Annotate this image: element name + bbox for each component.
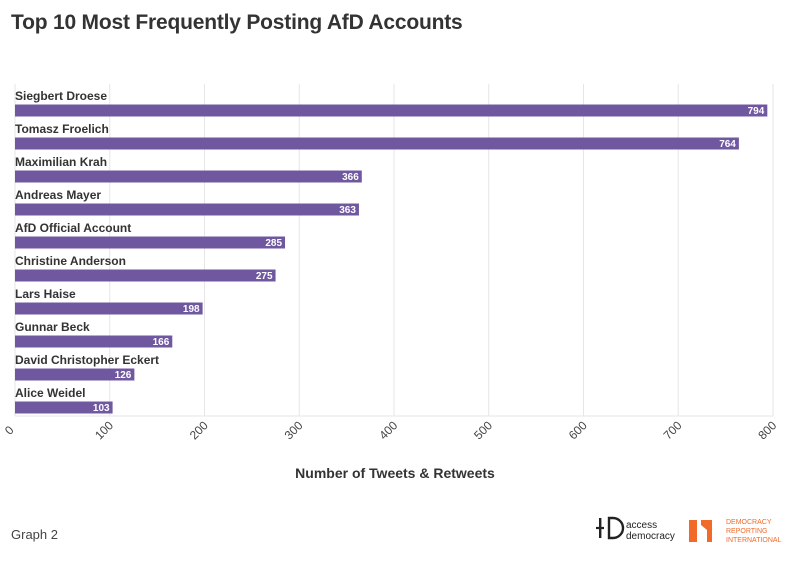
x-tick-label: 800 <box>755 418 779 442</box>
category-label: Lars Haise <box>15 287 76 301</box>
bar <box>15 170 362 183</box>
x-tick-label: 100 <box>92 418 116 442</box>
x-tick-label: 200 <box>187 418 211 442</box>
access-logo-line1: access <box>626 520 657 531</box>
access-logo-line2: democracy <box>626 531 675 542</box>
category-label: Andreas Mayer <box>15 188 101 202</box>
dri-logo-line3: INTERNATIONAL <box>726 537 782 544</box>
data-label: 275 <box>256 271 273 282</box>
data-label: 764 <box>719 139 736 150</box>
grid-lines <box>14 84 774 417</box>
category-label: Gunnar Beck <box>15 320 90 334</box>
graph-caption: Graph 2 <box>11 527 58 542</box>
access-democracy-logo-icon: access democracy <box>596 516 675 542</box>
bar <box>15 269 276 282</box>
bars: Siegbert Droese 794 Tomasz Froelich 764 Maxi… <box>15 89 768 414</box>
dri-logo-line2: REPORTING <box>726 528 768 535</box>
category-label: Tomasz Froelich <box>15 122 109 136</box>
category-label: Maximilian Krah <box>15 155 107 169</box>
x-tick-label: 300 <box>282 418 306 442</box>
dri-logo-icon: DEMOCRACY REPORTING INTERNATIONAL <box>689 519 782 544</box>
category-label: David Christopher Eckert <box>15 353 159 367</box>
bar <box>15 368 135 381</box>
category-label: AfD Official Account <box>15 221 131 235</box>
data-label: 366 <box>342 172 359 183</box>
data-label: 285 <box>265 238 282 249</box>
chart-title: Top 10 Most Frequently Posting AfD Accou… <box>11 11 463 34</box>
x-tick-label: 400 <box>376 418 400 442</box>
x-axis-label: Number of Tweets & Retweets <box>295 465 495 481</box>
x-tick-label: 600 <box>566 418 590 442</box>
bar <box>15 104 768 117</box>
bar <box>15 203 359 216</box>
data-label: 166 <box>153 337 170 348</box>
x-axis-ticks: 0 100 200 300 400 500 600 700 800 <box>2 418 780 442</box>
data-label: 363 <box>339 205 356 216</box>
data-label: 198 <box>183 304 200 315</box>
category-label: Siegbert Droese <box>15 89 107 103</box>
bar <box>15 335 173 348</box>
category-label: Alice Weidel <box>15 386 85 400</box>
bar <box>15 401 113 414</box>
category-label: Christine Anderson <box>15 254 126 268</box>
x-tick-label: 0 <box>2 423 17 438</box>
partner-logos: access democracy DEMOCRACY REPORTING INT… <box>596 516 782 544</box>
data-label: 794 <box>748 106 765 117</box>
bar <box>15 137 739 150</box>
x-tick-label: 500 <box>471 418 495 442</box>
bar-chart: Siegbert Droese 794 Tomasz Froelich 764 Maxi… <box>2 84 780 481</box>
data-label: 126 <box>115 370 132 381</box>
dri-logo-line1: DEMOCRACY <box>726 519 772 526</box>
data-label: 103 <box>93 403 110 414</box>
x-tick-label: 700 <box>661 418 685 442</box>
bar <box>15 302 203 315</box>
bar <box>15 236 286 249</box>
